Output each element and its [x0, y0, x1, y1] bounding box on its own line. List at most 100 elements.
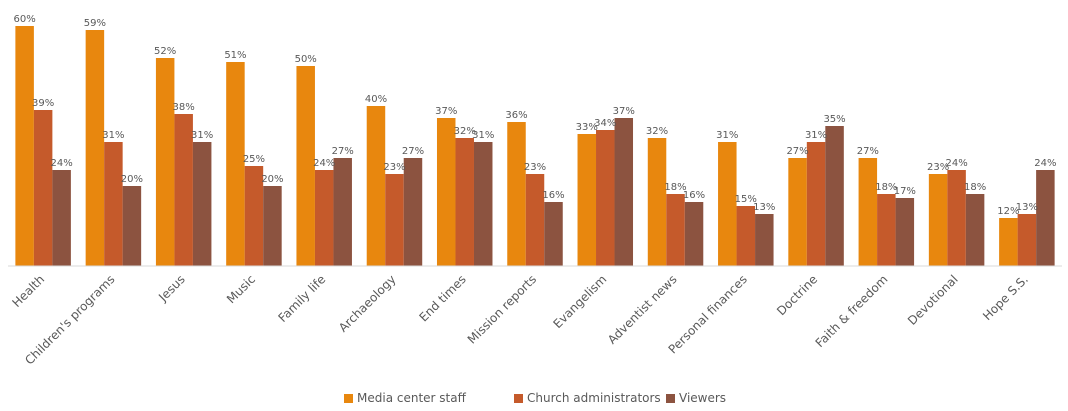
- data-label-faith-freedom-church-administrators: 18%: [875, 182, 897, 193]
- data-label-archaeology-viewers: 27%: [402, 146, 424, 157]
- bar-doctrine-viewers: [825, 126, 844, 266]
- bar-family-life-media-center-staff: [296, 66, 315, 266]
- data-label-jesus-viewers: 31%: [191, 130, 213, 141]
- data-label-hope-s-s-viewers: 24%: [1034, 158, 1056, 169]
- data-label-faith-freedom-viewers: 17%: [894, 186, 916, 197]
- category-label-personal-finances: Personal finances: [666, 272, 750, 356]
- data-label-archaeology-church-administrators: 23%: [383, 162, 405, 173]
- data-label-health-church-administrators: 39%: [32, 98, 54, 109]
- bar-hope-s-s-church-administrators: [1017, 214, 1037, 266]
- legend-swatch-church-administrators: [514, 394, 523, 403]
- data-label-jesus-church-administrators: 38%: [173, 102, 195, 113]
- bar-health-viewers: [52, 170, 71, 266]
- data-label-evangelism-media-center-staff: 33%: [576, 122, 598, 133]
- category-label-family-life: Family life: [275, 272, 328, 325]
- category-label-music: Music: [224, 272, 258, 306]
- category-label-evangelism: Evangelism: [551, 272, 610, 331]
- bar-jesus-viewers: [192, 142, 212, 266]
- data-label-children-s-programs-church-administrators: 31%: [102, 130, 124, 141]
- bar-archaeology-viewers: [403, 158, 423, 266]
- data-label-hope-s-s-media-center-staff: 12%: [997, 206, 1019, 217]
- bar-adventist-news-media-center-staff: [647, 138, 667, 266]
- bar-personal-finances-viewers: [755, 214, 774, 266]
- category-label-mission-reports: Mission reports: [465, 272, 539, 346]
- bar-music-media-center-staff: [226, 62, 245, 266]
- data-label-end-times-viewers: 31%: [472, 130, 494, 141]
- bar-evangelism-viewers: [614, 118, 634, 266]
- bar-music-church-administrators: [244, 166, 264, 266]
- category-label-adventist-news: Adventist news: [605, 272, 680, 347]
- category-label-hope-s-s: Hope S.S.: [980, 272, 1031, 323]
- category-label-doctrine: Doctrine: [774, 272, 820, 318]
- bar-adventist-news-viewers: [684, 202, 704, 266]
- data-label-faith-freedom-media-center-staff: 27%: [857, 146, 879, 157]
- bar-hope-s-s-viewers: [1036, 170, 1055, 266]
- data-label-doctrine-viewers: 35%: [823, 114, 845, 125]
- legend-swatch-media-center-staff: [344, 394, 353, 403]
- data-label-mission-reports-viewers: 16%: [542, 190, 564, 201]
- bar-personal-finances-media-center-staff: [718, 142, 737, 266]
- data-label-music-viewers: 20%: [261, 174, 283, 185]
- bar-family-life-church-administrators: [314, 170, 334, 266]
- legend: Media center staff Church administrators V…: [344, 391, 726, 405]
- data-label-family-life-viewers: 27%: [332, 146, 354, 157]
- bar-health-church-administrators: [33, 110, 53, 266]
- data-label-evangelism-church-administrators: 34%: [594, 118, 616, 129]
- legend-label-viewers: Viewers: [679, 391, 726, 405]
- data-label-hope-s-s-church-administrators: 13%: [1016, 202, 1038, 213]
- bar-children-s-programs-viewers: [122, 186, 142, 266]
- data-label-adventist-news-media-center-staff: 32%: [646, 126, 668, 137]
- bar-faith-freedom-church-administrators: [877, 194, 896, 266]
- bar-faith-freedom-media-center-staff: [858, 158, 878, 266]
- bar-jesus-church-administrators: [174, 114, 193, 266]
- bar-evangelism-media-center-staff: [577, 134, 597, 266]
- category-label-health: Health: [9, 272, 47, 310]
- bar-archaeology-media-center-staff: [366, 106, 386, 266]
- data-label-health-media-center-staff: 60%: [14, 14, 36, 25]
- bar-end-times-church-administrators: [455, 138, 474, 266]
- data-label-jesus-media-center-staff: 52%: [154, 46, 176, 57]
- data-label-personal-finances-church-administrators: 15%: [735, 194, 757, 205]
- data-label-children-s-programs-viewers: 20%: [121, 174, 143, 185]
- data-label-music-church-administrators: 25%: [243, 154, 265, 165]
- bar-jesus-media-center-staff: [155, 58, 175, 266]
- data-label-health-viewers: 24%: [51, 158, 73, 169]
- data-label-personal-finances-viewers: 13%: [753, 202, 775, 213]
- data-label-mission-reports-church-administrators: 23%: [524, 162, 546, 173]
- data-label-devotional-viewers: 18%: [964, 182, 986, 193]
- bar-adventist-news-church-administrators: [666, 194, 685, 266]
- bar-faith-freedom-viewers: [895, 198, 915, 266]
- bar-music-viewers: [263, 186, 282, 266]
- category-label-jesus: Jesus: [155, 272, 188, 305]
- legend-item-viewers: Viewers: [666, 391, 726, 405]
- data-label-personal-finances-media-center-staff: 31%: [716, 130, 738, 141]
- bar-doctrine-media-center-staff: [788, 158, 807, 266]
- legend-label-media-center-staff: Media center staff: [357, 391, 467, 405]
- bar-mission-reports-church-administrators: [525, 174, 545, 266]
- category-label-faith-freedom: Faith & freedom: [813, 272, 891, 350]
- data-label-devotional-media-center-staff: 23%: [927, 162, 949, 173]
- bar-evangelism-church-administrators: [596, 130, 615, 266]
- bar-devotional-media-center-staff: [928, 174, 948, 266]
- data-labels-layer: 60% 39% 24% 59% 31% 20% 52% 38% 31% 51% 25% 20% 50% 2…: [14, 14, 1057, 217]
- data-label-evangelism-viewers: 37%: [613, 106, 635, 117]
- bar-devotional-church-administrators: [947, 170, 966, 266]
- legend-item-media-center-staff: Media center staff: [344, 391, 467, 405]
- bar-children-s-programs-media-center-staff: [85, 30, 105, 266]
- bar-family-life-viewers: [333, 158, 352, 266]
- bar-mission-reports-viewers: [544, 202, 563, 266]
- bar-children-s-programs-church-administrators: [104, 142, 123, 266]
- legend-label-church-administrators: Church administrators: [527, 391, 661, 405]
- bar-health-media-center-staff: [15, 26, 34, 266]
- bar-end-times-viewers: [473, 142, 493, 266]
- data-label-children-s-programs-media-center-staff: 59%: [84, 18, 106, 29]
- bar-doctrine-church-administrators: [806, 142, 826, 266]
- data-label-adventist-news-church-administrators: 18%: [664, 182, 686, 193]
- bar-personal-finances-church-administrators: [736, 206, 756, 266]
- bar-devotional-viewers: [965, 194, 985, 266]
- data-label-devotional-church-administrators: 24%: [945, 158, 967, 169]
- data-label-doctrine-media-center-staff: 27%: [786, 146, 808, 157]
- category-label-archaeology: Archaeology: [336, 272, 399, 335]
